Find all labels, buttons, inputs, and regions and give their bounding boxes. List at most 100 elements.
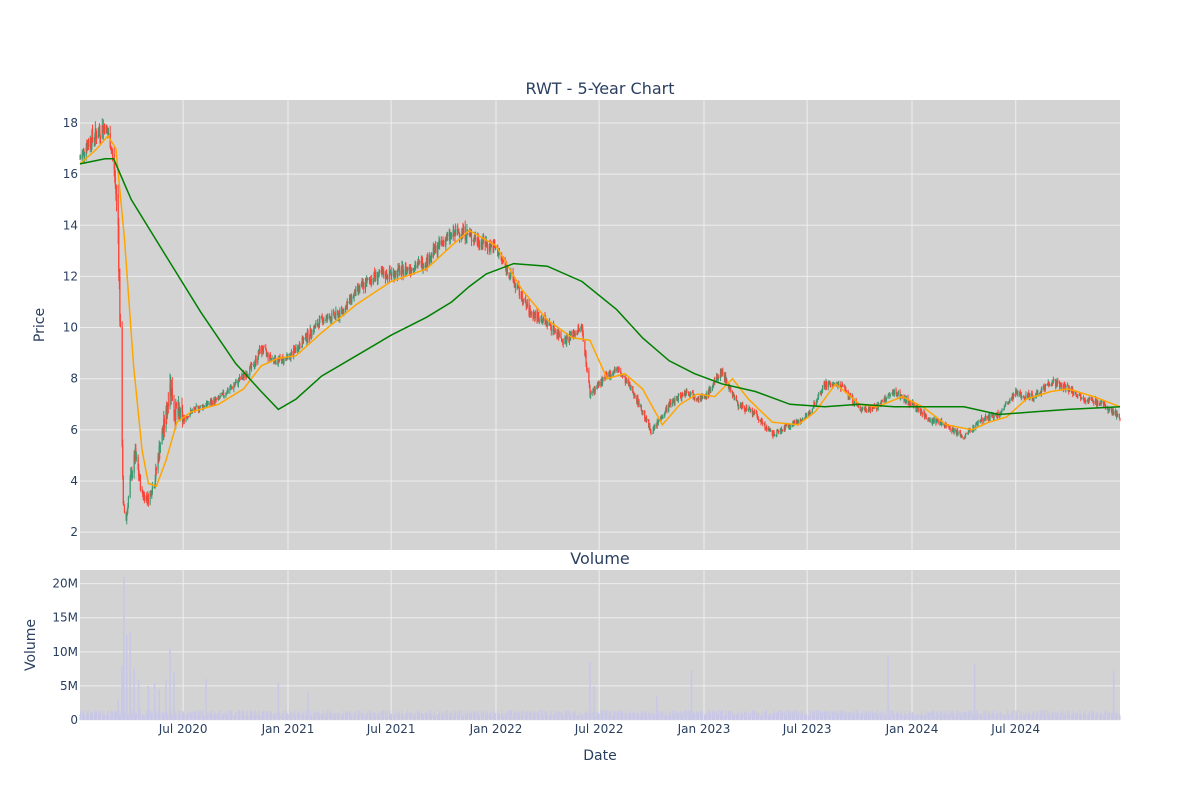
candle-body [1060, 383, 1062, 385]
volume-bar [1079, 713, 1081, 720]
volume-bar [873, 712, 875, 720]
volume-bar [833, 711, 835, 720]
volume-bar [1060, 715, 1062, 720]
volume-bar [1119, 715, 1121, 720]
candle-body [975, 422, 977, 425]
volume-bar [461, 715, 463, 720]
volume-bar [190, 712, 192, 720]
candle-body [478, 244, 480, 246]
candle-body [309, 337, 311, 340]
candle-body [641, 412, 644, 414]
volume-bar [620, 710, 622, 720]
volume-bar [1097, 712, 1099, 720]
volume-bar [1067, 713, 1069, 720]
volume-bar [796, 709, 798, 720]
candle-body [1100, 401, 1102, 404]
volume-bar [872, 712, 874, 720]
volume-bar [897, 712, 899, 720]
volume-bar [421, 714, 423, 720]
volume-bar [422, 713, 424, 720]
candle-body [173, 400, 175, 416]
volume-bar [250, 712, 252, 720]
candle-body [98, 130, 100, 132]
volume-bar [806, 713, 808, 720]
volume-bar [146, 709, 148, 720]
volume-bar [502, 715, 504, 720]
volume-bar [837, 713, 839, 720]
volume-bar [529, 710, 531, 720]
candle-body [1075, 393, 1077, 396]
volume-bar [1063, 712, 1065, 720]
candle-body [1069, 387, 1071, 389]
volume-bar [788, 712, 790, 720]
volume-bar [298, 714, 300, 720]
volume-bar [233, 715, 235, 720]
volume-bar [1065, 715, 1067, 720]
volume-bar [689, 714, 691, 720]
volume-bar [477, 711, 479, 720]
candle-body [371, 278, 373, 284]
volume-bar [865, 711, 867, 720]
candle-body [1049, 385, 1051, 387]
candle-body [322, 321, 324, 324]
candle-body [322, 318, 324, 324]
volume-bar [82, 714, 84, 720]
candle-body [612, 373, 614, 375]
candle-body [692, 392, 694, 398]
volume-bar [92, 713, 94, 720]
volume-bar [315, 711, 317, 720]
volume-bar [1075, 713, 1077, 720]
volume-bar [617, 713, 619, 720]
volume-bar [305, 714, 307, 720]
candle-body [889, 394, 891, 396]
volume-bar [191, 715, 193, 720]
candle-body [741, 405, 743, 408]
candle-body [533, 312, 535, 315]
volume-bar [735, 714, 737, 720]
volume-bar [190, 712, 192, 720]
volume-bar [482, 714, 484, 720]
volume-bar [795, 712, 797, 720]
volume-bar [832, 713, 834, 720]
volume-bar [928, 713, 930, 720]
volume-bar [215, 714, 217, 720]
candle-body [1052, 383, 1054, 384]
candle-body [225, 393, 228, 395]
volume-bar [293, 711, 295, 720]
candle-body [102, 126, 104, 133]
candle-body [239, 377, 241, 380]
volume-bar [331, 714, 333, 720]
candle-body [1093, 401, 1095, 404]
volume-bar [853, 710, 855, 720]
volume-bar [494, 713, 496, 720]
volume-bar [179, 710, 181, 720]
volume-bar [295, 714, 297, 720]
volume-bar [183, 712, 185, 720]
candle-body [548, 324, 550, 326]
volume-bar [1111, 711, 1113, 720]
candle-body [1076, 395, 1078, 397]
volume-bar [534, 712, 536, 720]
candle-body [1008, 401, 1011, 403]
candle-body [789, 427, 791, 429]
volume-bar [467, 710, 469, 720]
candle-body [1047, 383, 1049, 385]
volume-bar [439, 710, 441, 720]
volume-bar [347, 711, 349, 720]
volume-bar [648, 711, 650, 720]
volume-bar [170, 710, 172, 720]
volume-bar [965, 711, 967, 720]
volume-bar [302, 713, 304, 720]
volume-bar [775, 712, 777, 720]
volume-bar [377, 710, 379, 720]
candle-body [964, 436, 966, 439]
candle-body [315, 323, 317, 325]
candle-body [928, 417, 930, 421]
candle-body [1008, 401, 1010, 404]
candle-body [668, 403, 670, 412]
volume-bar [767, 715, 769, 720]
volume-bar [113, 713, 115, 720]
date-tick-label: Jul 2022 [574, 722, 624, 736]
date-tick-label: Jul 2020 [158, 722, 208, 736]
